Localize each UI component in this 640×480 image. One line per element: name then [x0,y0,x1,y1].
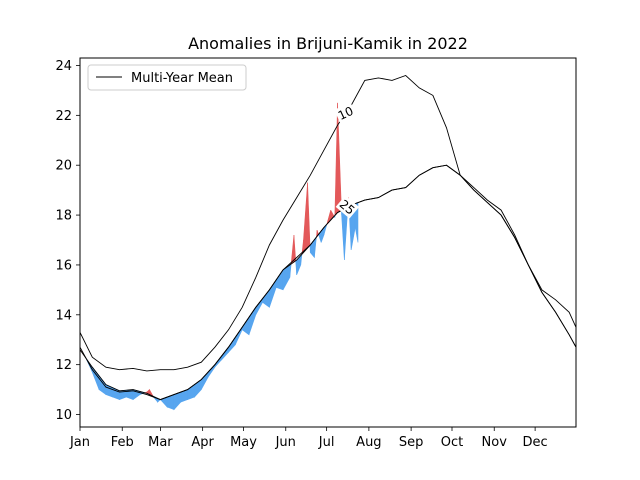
x-tick-label: May [230,435,257,450]
x-tick-label: Aug [356,435,381,450]
x-tick-label: Mar [148,435,173,450]
y-tick-label: 18 [55,209,72,224]
contour-label-bg [334,102,357,124]
axes-frame [79,57,577,428]
y-tick-label: 16 [55,258,72,273]
x-tick-label: Apr [191,435,214,450]
x-tick-label: Nov [482,435,508,450]
x-tick-label: Jul [318,435,335,450]
line-25 [80,164,576,401]
x-tick-label: Dec [523,435,548,450]
legend-label: Multi-Year Mean [131,71,233,86]
legend: Multi-Year Mean [87,64,247,91]
x-tick-label: Jun [275,435,296,450]
line-10 [80,74,576,372]
y-tick-label: 22 [55,109,72,124]
x-tick-label: Jan [69,435,90,450]
contour-label-group-10: 10 [334,102,357,124]
y-tick-label: 24 [55,59,72,74]
contour-label-bg [335,195,360,219]
y-tick-label: 20 [55,159,72,174]
series-lines [80,74,576,401]
y-tick-label: 12 [55,358,72,373]
x-tick-label: Sep [399,435,424,450]
legend-box [87,64,247,91]
y-tick-label: 14 [55,308,72,323]
x-tick-label: Feb [111,435,134,450]
chart-title: Anomalies in Brijuni-Kamik in 2022 [188,34,468,53]
contour-label-10: 10 [336,104,356,123]
y-tick-label: 10 [55,408,72,423]
x-axis: Jan Feb Mar Apr May Jun Jul Aug Sep Oct Nov Dec [69,427,548,450]
x-tick-label: Oct [441,435,463,450]
y-axis: 10 12 14 16 18 20 22 24 [55,59,80,423]
